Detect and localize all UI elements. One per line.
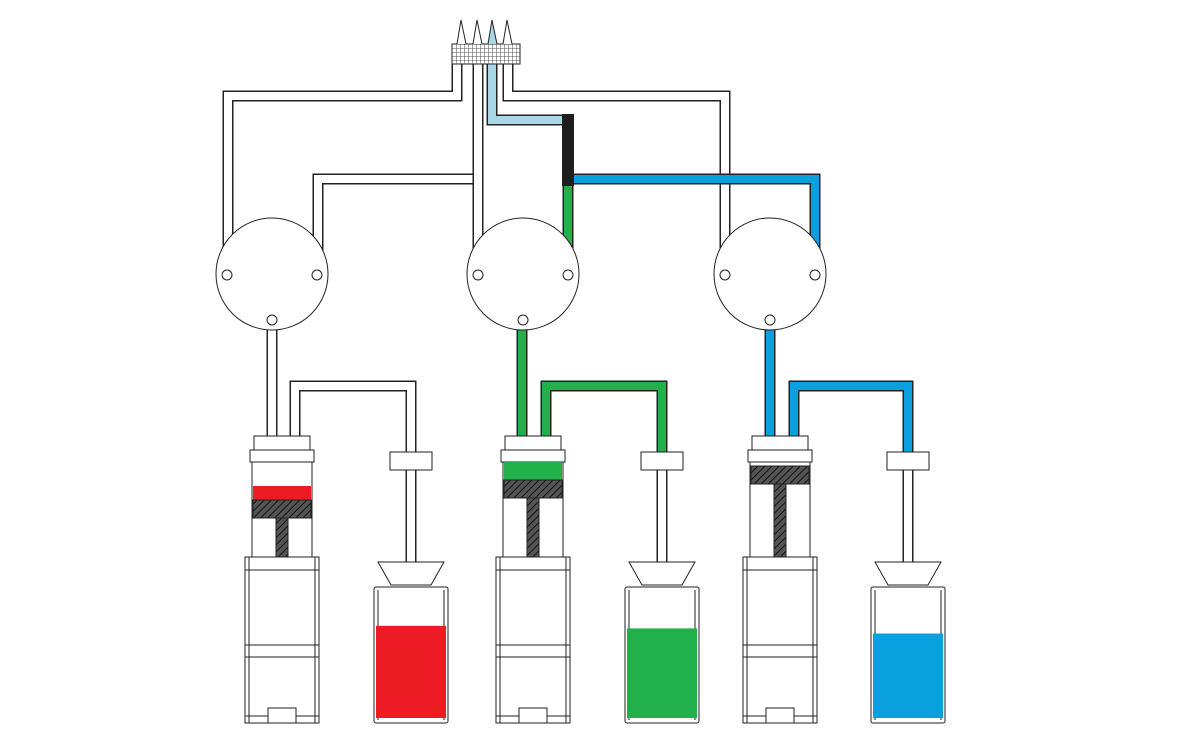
valve-icon (466, 217, 580, 331)
plunger-rod (773, 483, 787, 558)
filter-funnel-icon (886, 451, 930, 471)
tubing-empty (222, 48, 914, 562)
reagent-bottle-icon (624, 451, 700, 724)
syringe-pump-icon (244, 435, 320, 724)
syringe-liquid (504, 462, 562, 480)
syringe-liquid (253, 486, 311, 500)
filter-funnel-icon (874, 561, 942, 586)
syringe-pump-icon (742, 435, 818, 724)
tube-green-bottle (540, 380, 668, 463)
plunger-rod (275, 517, 289, 558)
plunger-rod (526, 497, 540, 558)
tube-blue-bottle (788, 380, 914, 463)
junction-segment (562, 114, 574, 186)
reagent-bottle-icon (373, 451, 449, 724)
tube-manifold (486, 48, 566, 126)
valve-icon (713, 217, 827, 331)
bottle-liquid (873, 633, 943, 718)
manifold-needle-icon (451, 19, 521, 65)
filter-funnel-icon (389, 451, 433, 471)
valve-icon (215, 217, 329, 331)
tube-empty-3 (502, 48, 731, 275)
tube-empty-0 (222, 48, 463, 275)
filter-funnel-icon (377, 561, 445, 586)
plunger-head (503, 479, 563, 499)
syringe-pump-icon (495, 435, 571, 724)
plunger-head (252, 499, 312, 519)
filter-funnel-icon (628, 561, 696, 586)
plunger-head (750, 465, 810, 485)
bottle-liquid (376, 625, 446, 718)
tube-empty-1 (312, 173, 475, 275)
reagent-bottle-icon (870, 451, 946, 724)
bottle-liquid (627, 628, 697, 718)
tube-empty-5 (289, 380, 417, 463)
filter-funnel-icon (640, 451, 684, 471)
